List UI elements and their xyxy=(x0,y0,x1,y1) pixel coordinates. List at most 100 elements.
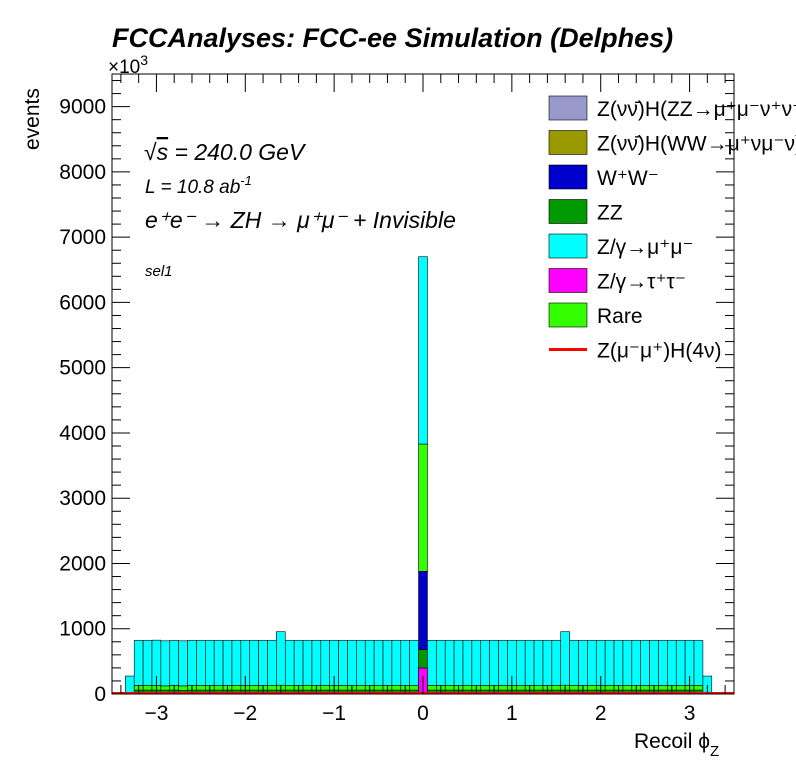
bar-segment xyxy=(320,685,331,691)
bar-segment xyxy=(356,640,366,686)
legend-color-swatch xyxy=(548,302,588,328)
x-tick-label: −1 xyxy=(322,702,346,725)
bar-segment xyxy=(693,640,704,686)
legend-entry: Rare xyxy=(548,302,643,328)
bar-segment xyxy=(444,685,455,691)
legend-label: Rare xyxy=(597,305,643,328)
bar-segment xyxy=(418,649,428,669)
bar-segment xyxy=(569,640,579,686)
legend-entry: W⁺W⁻ xyxy=(548,164,659,190)
bar-segment xyxy=(222,640,233,686)
bar-segment xyxy=(133,640,144,686)
bar-segment xyxy=(373,640,384,686)
y-tick-label: 5000 xyxy=(59,357,106,380)
bar-segment xyxy=(320,640,331,686)
bar-segment xyxy=(489,640,499,686)
bar-segment xyxy=(382,640,393,686)
legend-label: W⁺W⁻ xyxy=(597,167,659,190)
x-axis-label-main: Recoil ϕ xyxy=(634,730,710,753)
energy-value: = 240.0 GeV xyxy=(168,139,307,165)
y-tick-label: 4000 xyxy=(59,422,106,445)
legend-color-swatch xyxy=(548,233,588,259)
bar-segment xyxy=(569,685,579,691)
bar-segment xyxy=(418,571,428,650)
bar-segment xyxy=(622,640,633,686)
bar-segment xyxy=(373,685,384,691)
bar-segment xyxy=(125,675,135,693)
bar-segment xyxy=(338,685,348,691)
bar-segment xyxy=(347,640,357,686)
bar-segment xyxy=(675,685,686,691)
legend-label: Z(νν̄)H(ZZ→μ⁺μ⁻ν⁺ν⁻) xyxy=(597,98,796,121)
bar-segment xyxy=(364,640,375,686)
bar-segment xyxy=(169,640,179,686)
bar-segment xyxy=(515,640,526,686)
bar-segment xyxy=(196,685,206,691)
x-tick-label: −2 xyxy=(233,702,257,725)
bar-segment xyxy=(631,640,641,686)
y-tick-label: 1000 xyxy=(59,618,106,641)
x-tick-label: −3 xyxy=(144,702,168,725)
bar-segment xyxy=(480,640,490,686)
bar-segment xyxy=(187,640,197,686)
bar-segment xyxy=(649,640,659,686)
bar-segment xyxy=(453,640,464,686)
bar-segment xyxy=(231,685,242,691)
y-multiplier-base: ×10 xyxy=(108,57,140,78)
legend-label: Z/γ→μ⁺μ⁻ xyxy=(597,236,694,259)
annotation-selection: sel1 xyxy=(145,263,173,280)
bar-segment xyxy=(578,640,588,686)
bar-segment xyxy=(160,640,171,687)
bar-segment xyxy=(293,640,304,686)
bar-segment xyxy=(444,640,455,686)
legend-label: Z(νν̄)H(WW→μ⁺νμ⁻ν) xyxy=(597,133,796,156)
bar-segment xyxy=(436,640,446,686)
legend-label: Z/γ→τ⁺τ⁻ xyxy=(597,271,686,294)
legend-entry: Z/γ→τ⁺τ⁻ xyxy=(548,268,686,294)
bar-segment xyxy=(551,640,562,686)
bar-segment xyxy=(622,685,633,691)
y-multiplier-exp: 3 xyxy=(140,52,148,68)
bar-segment xyxy=(284,640,295,686)
bar-segment xyxy=(284,685,295,691)
bar-segment xyxy=(667,640,677,686)
bar-segment xyxy=(178,685,188,691)
svg-text:L = 10.8 ab-1: L = 10.8 ab-1 xyxy=(145,173,252,198)
bar-segment xyxy=(613,640,624,686)
bar-segment xyxy=(213,640,224,686)
legend-color-swatch xyxy=(548,268,588,293)
bar-segment xyxy=(276,631,286,686)
legend-color-swatch xyxy=(548,95,588,121)
bar-segment xyxy=(409,640,419,686)
bar-segment xyxy=(658,640,668,686)
bar-segment xyxy=(205,640,215,686)
bar-segment xyxy=(462,640,473,686)
bar-segment xyxy=(640,685,650,691)
bar-segment xyxy=(524,640,535,686)
legend-label: Z(μ⁻μ⁺)H(4ν) xyxy=(597,340,722,363)
bar-segment xyxy=(178,640,188,687)
bar-segment xyxy=(515,685,526,691)
bar-segment xyxy=(418,256,428,445)
bar-segment xyxy=(258,640,268,686)
bar-segment xyxy=(142,685,153,691)
bar-segment xyxy=(356,685,366,691)
x-tick-label: 1 xyxy=(506,702,518,725)
bar-segment xyxy=(658,685,668,691)
bar-segment xyxy=(604,685,615,691)
y-tick-label: 7000 xyxy=(59,226,106,249)
x-tick-label: 2 xyxy=(595,702,607,725)
bar-segment xyxy=(418,443,428,572)
bar-segment xyxy=(231,640,242,686)
legend-entry: Z/γ→μ⁺μ⁻ xyxy=(548,233,694,259)
bar-segment xyxy=(302,685,313,691)
bar-segment xyxy=(587,685,597,691)
bar-segment xyxy=(560,631,570,686)
y-tick-label: 8000 xyxy=(59,161,106,184)
y-tick-label: 6000 xyxy=(59,291,106,314)
bar-segment xyxy=(267,640,277,686)
y-axis-label: events xyxy=(21,88,44,150)
bar-segment xyxy=(160,685,171,691)
legend-color-swatch xyxy=(548,199,588,224)
